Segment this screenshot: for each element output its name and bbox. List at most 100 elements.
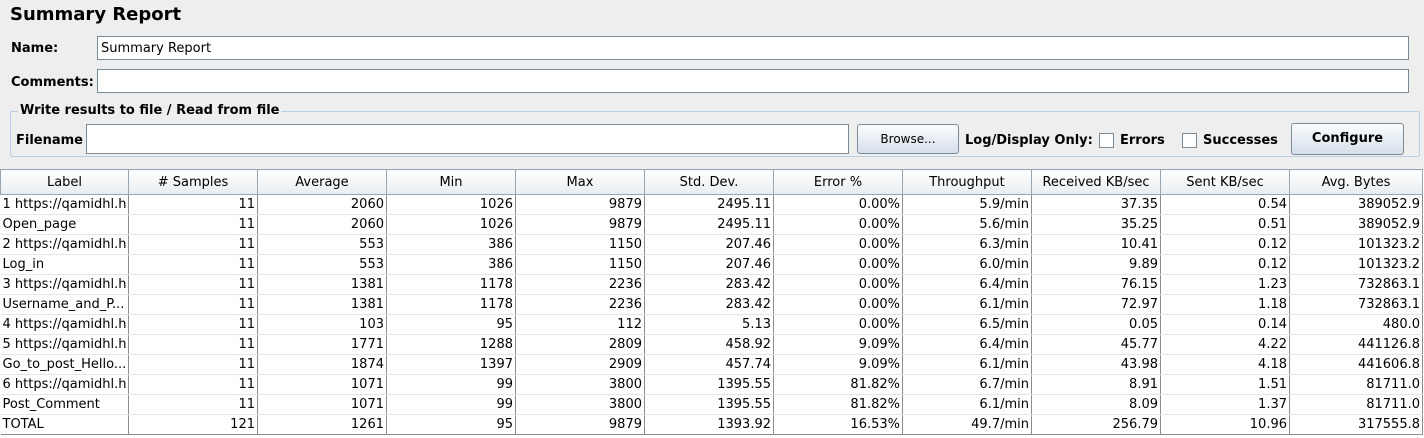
configure-button[interactable]: Configure (1291, 123, 1404, 155)
table-cell: 6.1/min (902, 294, 1032, 315)
table-cell: 0.51 (1160, 214, 1290, 235)
table-cell: 6.7/min (902, 374, 1032, 395)
column-header[interactable]: Throughput (902, 169, 1032, 195)
column-header[interactable]: Std. Dev. (644, 169, 774, 195)
table-cell: 732863.1 (1289, 294, 1423, 315)
column-header[interactable]: Avg. Bytes (1289, 169, 1423, 195)
table-body[interactable]: 1 https://qamidhl.h... 11 2060 1026 9879 2495… (0, 194, 1423, 435)
table-cell: 6.3/min (902, 234, 1032, 255)
table-cell: Open_page (0, 214, 129, 235)
table-cell: 1261 (257, 414, 387, 435)
table-cell: 101323.2 (1289, 234, 1423, 255)
table-cell: 480.0 (1289, 314, 1423, 335)
table-header-row: Label # Samples Average Min Max Std. Dev. Erro… (0, 169, 1423, 195)
table-cell: 1 https://qamidhl.h... (0, 194, 129, 215)
file-group-title: Write results to file / Read from file (18, 103, 282, 118)
table-cell: 441606.8 (1289, 354, 1423, 375)
page-title: Summary Report (10, 4, 182, 25)
table-row[interactable]: Open_page 11 2060 1026 9879 2495.11 0.00% 5.6/m… (0, 214, 1423, 235)
column-header[interactable]: Average (257, 169, 387, 195)
table-row[interactable]: Go_to_post_Hello... 11 1874 1397 2909 457.74 9… (0, 354, 1423, 375)
table-cell: 0.00% (773, 274, 903, 295)
table-row[interactable]: 2 https://qamidhl.h... 11 553 386 1150 207.46… (0, 234, 1423, 255)
table-row[interactable]: Username_and_P... 11 1381 1178 2236 283.42 0.0… (0, 294, 1423, 315)
column-header[interactable]: Error % (773, 169, 903, 195)
table-cell: 1150 (515, 254, 645, 275)
column-header[interactable]: Label (0, 169, 129, 195)
table-cell: 389052.9 (1289, 194, 1423, 215)
comments-label: Comments: (11, 75, 94, 90)
table-cell: 1026 (386, 194, 516, 215)
table-cell: 0.05 (1031, 314, 1161, 335)
table-cell: 1393.92 (644, 414, 774, 435)
table-cell: 11 (128, 234, 258, 255)
table-cell: 6.4/min (902, 274, 1032, 295)
log-display-only-label: Log/Display Only: (965, 133, 1093, 148)
table-cell: 11 (128, 314, 258, 335)
table-cell: 121 (128, 414, 258, 435)
name-field[interactable] (97, 36, 1409, 60)
table-cell: 5 https://qamidhl.h... (0, 334, 129, 355)
table-cell: 0.14 (1160, 314, 1290, 335)
table-cell: 9.09% (773, 334, 903, 355)
successes-checkbox[interactable] (1182, 133, 1197, 148)
table-cell: 9879 (515, 214, 645, 235)
table-cell: 11 (128, 214, 258, 235)
table-cell: 2060 (257, 214, 387, 235)
successes-label[interactable]: Successes (1203, 133, 1278, 148)
table-cell: 43.98 (1031, 354, 1161, 375)
table-cell: 207.46 (644, 254, 774, 275)
table-cell: 317555.8 (1289, 414, 1423, 435)
table-cell: 6 https://qamidhl.h... (0, 374, 129, 395)
table-cell: 3800 (515, 394, 645, 415)
table-cell: 37.35 (1031, 194, 1161, 215)
table-cell: 1178 (386, 274, 516, 295)
file-group-box (10, 111, 1420, 157)
results-table-container[interactable]: Label # Samples Average Min Max Std. Dev. Erro… (0, 169, 1424, 438)
table-cell: 10.96 (1160, 414, 1290, 435)
table-cell: 8.91 (1031, 374, 1161, 395)
errors-label[interactable]: Errors (1120, 133, 1165, 148)
comments-field[interactable] (97, 69, 1409, 93)
table-cell: 553 (257, 234, 387, 255)
total-row[interactable]: TOTAL 121 1261 95 9879 1393.92 16.53% 49.7/min 2… (0, 414, 1423, 435)
table-cell: 11 (128, 394, 258, 415)
table-row[interactable]: 6 https://qamidhl.h... 11 1071 99 3800 1395.5… (0, 374, 1423, 395)
table-cell: 0.12 (1160, 234, 1290, 255)
table-row[interactable]: 1 https://qamidhl.h... 11 2060 1026 9879 2495… (0, 194, 1423, 215)
column-header[interactable]: Min (386, 169, 516, 195)
table-cell: 1874 (257, 354, 387, 375)
table-cell: 1381 (257, 274, 387, 295)
table-cell: 5.13 (644, 314, 774, 335)
table-cell: 95 (386, 314, 516, 335)
table-cell: 2809 (515, 334, 645, 355)
table-cell: 76.15 (1031, 274, 1161, 295)
table-cell: 72.97 (1031, 294, 1161, 315)
table-cell: 1178 (386, 294, 516, 315)
table-row[interactable]: Log_in 11 553 386 1150 207.46 0.00% 6.0/min 9.89… (0, 254, 1423, 275)
table-cell: TOTAL (0, 414, 129, 435)
filename-label: Filename (16, 133, 83, 148)
column-header[interactable]: Received KB/sec (1031, 169, 1161, 195)
table-cell: Go_to_post_Hello... (0, 354, 129, 375)
table-cell: 16.53% (773, 414, 903, 435)
table-cell: 11 (128, 374, 258, 395)
table-cell: 6.0/min (902, 254, 1032, 275)
table-row[interactable]: 4 https://qamidhl.h... 11 103 95 112 5.13 0.00… (0, 314, 1423, 335)
table-row[interactable]: 3 https://qamidhl.h... 11 1381 1178 2236 283.… (0, 274, 1423, 295)
table-row[interactable]: Post_Comment 11 1071 99 3800 1395.55 81.82% 6.1… (0, 394, 1423, 415)
column-header[interactable]: Max (515, 169, 645, 195)
table-cell: 1.51 (1160, 374, 1290, 395)
results-table[interactable]: Label # Samples Average Min Max Std. Dev. Erro… (0, 169, 1423, 435)
table-row[interactable]: 5 https://qamidhl.h... 11 1771 1288 2809 458.… (0, 334, 1423, 355)
column-header[interactable]: # Samples (128, 169, 258, 195)
browse-button[interactable]: Browse... (857, 124, 959, 154)
table-cell: Username_and_P... (0, 294, 129, 315)
column-header[interactable]: Sent KB/sec (1160, 169, 1290, 195)
table-cell: 1.18 (1160, 294, 1290, 315)
filename-field[interactable] (86, 124, 849, 154)
errors-checkbox[interactable] (1099, 133, 1114, 148)
table-cell: 1395.55 (644, 394, 774, 415)
table-cell: 2495.11 (644, 214, 774, 235)
table-cell: 6.1/min (902, 354, 1032, 375)
